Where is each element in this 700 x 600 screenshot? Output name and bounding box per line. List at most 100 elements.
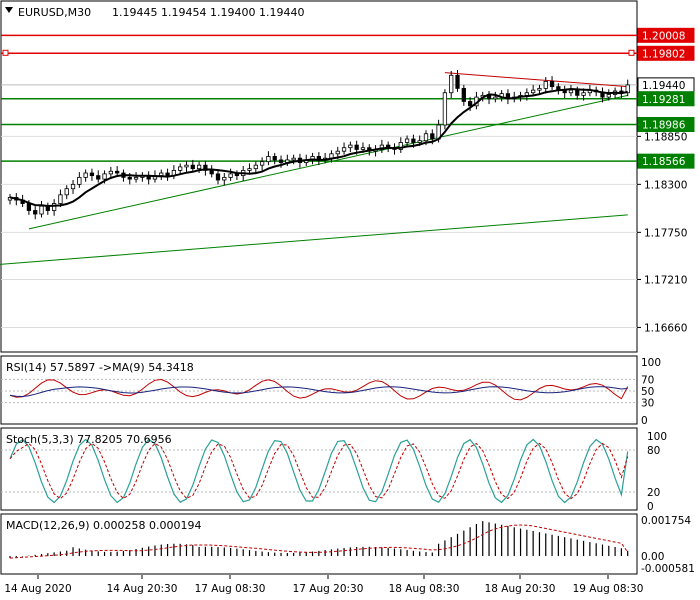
candle-body <box>228 173 233 178</box>
candle-body <box>133 176 139 180</box>
level-label-text: 1.19802 <box>642 48 685 60</box>
candle-body <box>411 138 416 143</box>
candle-body <box>184 164 189 168</box>
candle-body <box>253 164 258 170</box>
falling-trendline <box>444 72 628 88</box>
candle-body <box>259 161 265 166</box>
candle-body <box>449 74 454 94</box>
candle-body <box>39 205 44 215</box>
candle-body <box>493 96 498 100</box>
candle-body <box>354 144 359 150</box>
candle-body <box>606 94 611 98</box>
candle-body <box>96 175 101 180</box>
macd-panel: MACD(12,26,9) 0.000258 0.000194 0.001754… <box>0 513 695 575</box>
symbol-timeframe: EURUSD,M30 <box>18 6 91 19</box>
candle-body <box>442 92 448 126</box>
candle-body <box>467 101 473 107</box>
stoch-tick-label: 100 <box>647 431 667 443</box>
candle-body <box>89 172 95 177</box>
candle-body <box>159 172 164 177</box>
candle-body <box>165 172 170 177</box>
candle-body <box>537 87 542 91</box>
candle-body <box>51 203 57 211</box>
price-grid <box>1 135 637 328</box>
candle-body <box>430 133 435 140</box>
candle-body <box>417 140 422 143</box>
macd-tick-label: 0.00 <box>641 551 664 563</box>
candle-body <box>77 176 82 185</box>
candle-body <box>455 74 460 89</box>
candle-body <box>581 92 586 96</box>
candle-body <box>26 203 32 211</box>
candle-body <box>360 147 366 150</box>
time-tick-label: 18 Aug 20:30 <box>485 583 556 595</box>
candle-body <box>178 166 183 171</box>
candle-body <box>215 173 221 181</box>
candle-body <box>127 176 132 180</box>
dropdown-triangle-icon[interactable] <box>5 7 13 13</box>
macd-panel-frame <box>0 513 638 575</box>
macd-label: MACD(12,26,9) 0.000258 0.000194 <box>6 519 202 532</box>
level-label-box <box>637 116 695 132</box>
candle-body <box>524 92 529 96</box>
level-handle-left <box>2 49 9 56</box>
rsi-tick-label: 0 <box>641 415 648 427</box>
time-tick-label: 17 Aug 20:30 <box>293 583 364 595</box>
macd-signal-line <box>9 524 629 559</box>
level-label-text: 1.19281 <box>642 94 685 106</box>
ohlc-values: 1.19445 1.19454 1.19400 1.19440 <box>112 6 304 19</box>
candle-body <box>291 157 296 161</box>
stoch-main-line <box>9 438 629 504</box>
price-tick-label: 1.18300 <box>644 179 687 191</box>
level-label-text: 1.19440 <box>642 80 685 92</box>
candle-body <box>222 176 227 181</box>
candle-body <box>58 194 63 204</box>
chart-header: EURUSD,M30 1.19445 1.19454 1.19400 1.194… <box>5 6 304 19</box>
price-panel-frame <box>0 0 638 353</box>
stoch-tick-label: 0 <box>647 501 654 513</box>
price-panel: EURUSD,M30 1.19445 1.19454 1.19400 1.194… <box>0 0 695 353</box>
price-tick-label: 1.18850 <box>644 131 687 143</box>
rsi-tick-label: 50 <box>641 386 654 398</box>
candle-body <box>272 156 277 161</box>
candle-body <box>423 133 429 142</box>
candle-body <box>115 170 120 174</box>
rsi-ma-line <box>9 386 628 398</box>
stoch-tick-label: 20 <box>647 487 660 499</box>
candle-body <box>234 173 240 177</box>
time-tick-label: 14 Aug 20:30 <box>107 583 178 595</box>
rsi-label: RSI(14) 57.5897 ->MA(9) 54.3418 <box>6 361 194 374</box>
candle-body <box>108 170 113 175</box>
trendlines <box>0 72 628 265</box>
candle-body <box>461 87 466 102</box>
candle-body <box>190 164 195 170</box>
moving-average-line <box>9 87 628 208</box>
time-axis: 14 Aug 2020 14 Aug 20:30 17 Aug 08:30 17 Au… <box>4 575 643 595</box>
candle-body <box>341 147 347 152</box>
candle-body <box>102 173 107 180</box>
macd-tick-label: -0.000581 <box>641 563 695 575</box>
candle-body <box>568 89 574 94</box>
level-label-box <box>637 45 695 61</box>
candle-body <box>531 89 536 94</box>
candle-body <box>209 169 214 175</box>
level-label-text: 1.18986 <box>642 119 686 131</box>
rising-trendline <box>28 94 628 230</box>
candle-body <box>266 156 271 163</box>
level-label-box <box>637 91 695 107</box>
candle-body <box>398 142 403 150</box>
stoch-tick-label: 80 <box>647 445 660 457</box>
rsi-panel: RSI(14) 57.5897 ->MA(9) 54.3418 100 70503… <box>0 355 661 427</box>
stoch-signal-line <box>9 442 629 500</box>
candle-body <box>335 150 340 155</box>
stoch-label: Stoch(5,3,3) 77.8205 70.6956 <box>6 433 172 446</box>
time-tick-label: 19 Aug 08:30 <box>573 583 644 595</box>
price-tick-label: 1.16660 <box>644 322 687 334</box>
time-tick-label: 14 Aug 2020 <box>4 583 71 595</box>
level-label-text: 1.18566 <box>642 156 686 168</box>
stoch-axis: 100 80 20 0 <box>647 431 667 513</box>
candle-body <box>33 210 38 215</box>
level-label-box <box>637 153 695 169</box>
